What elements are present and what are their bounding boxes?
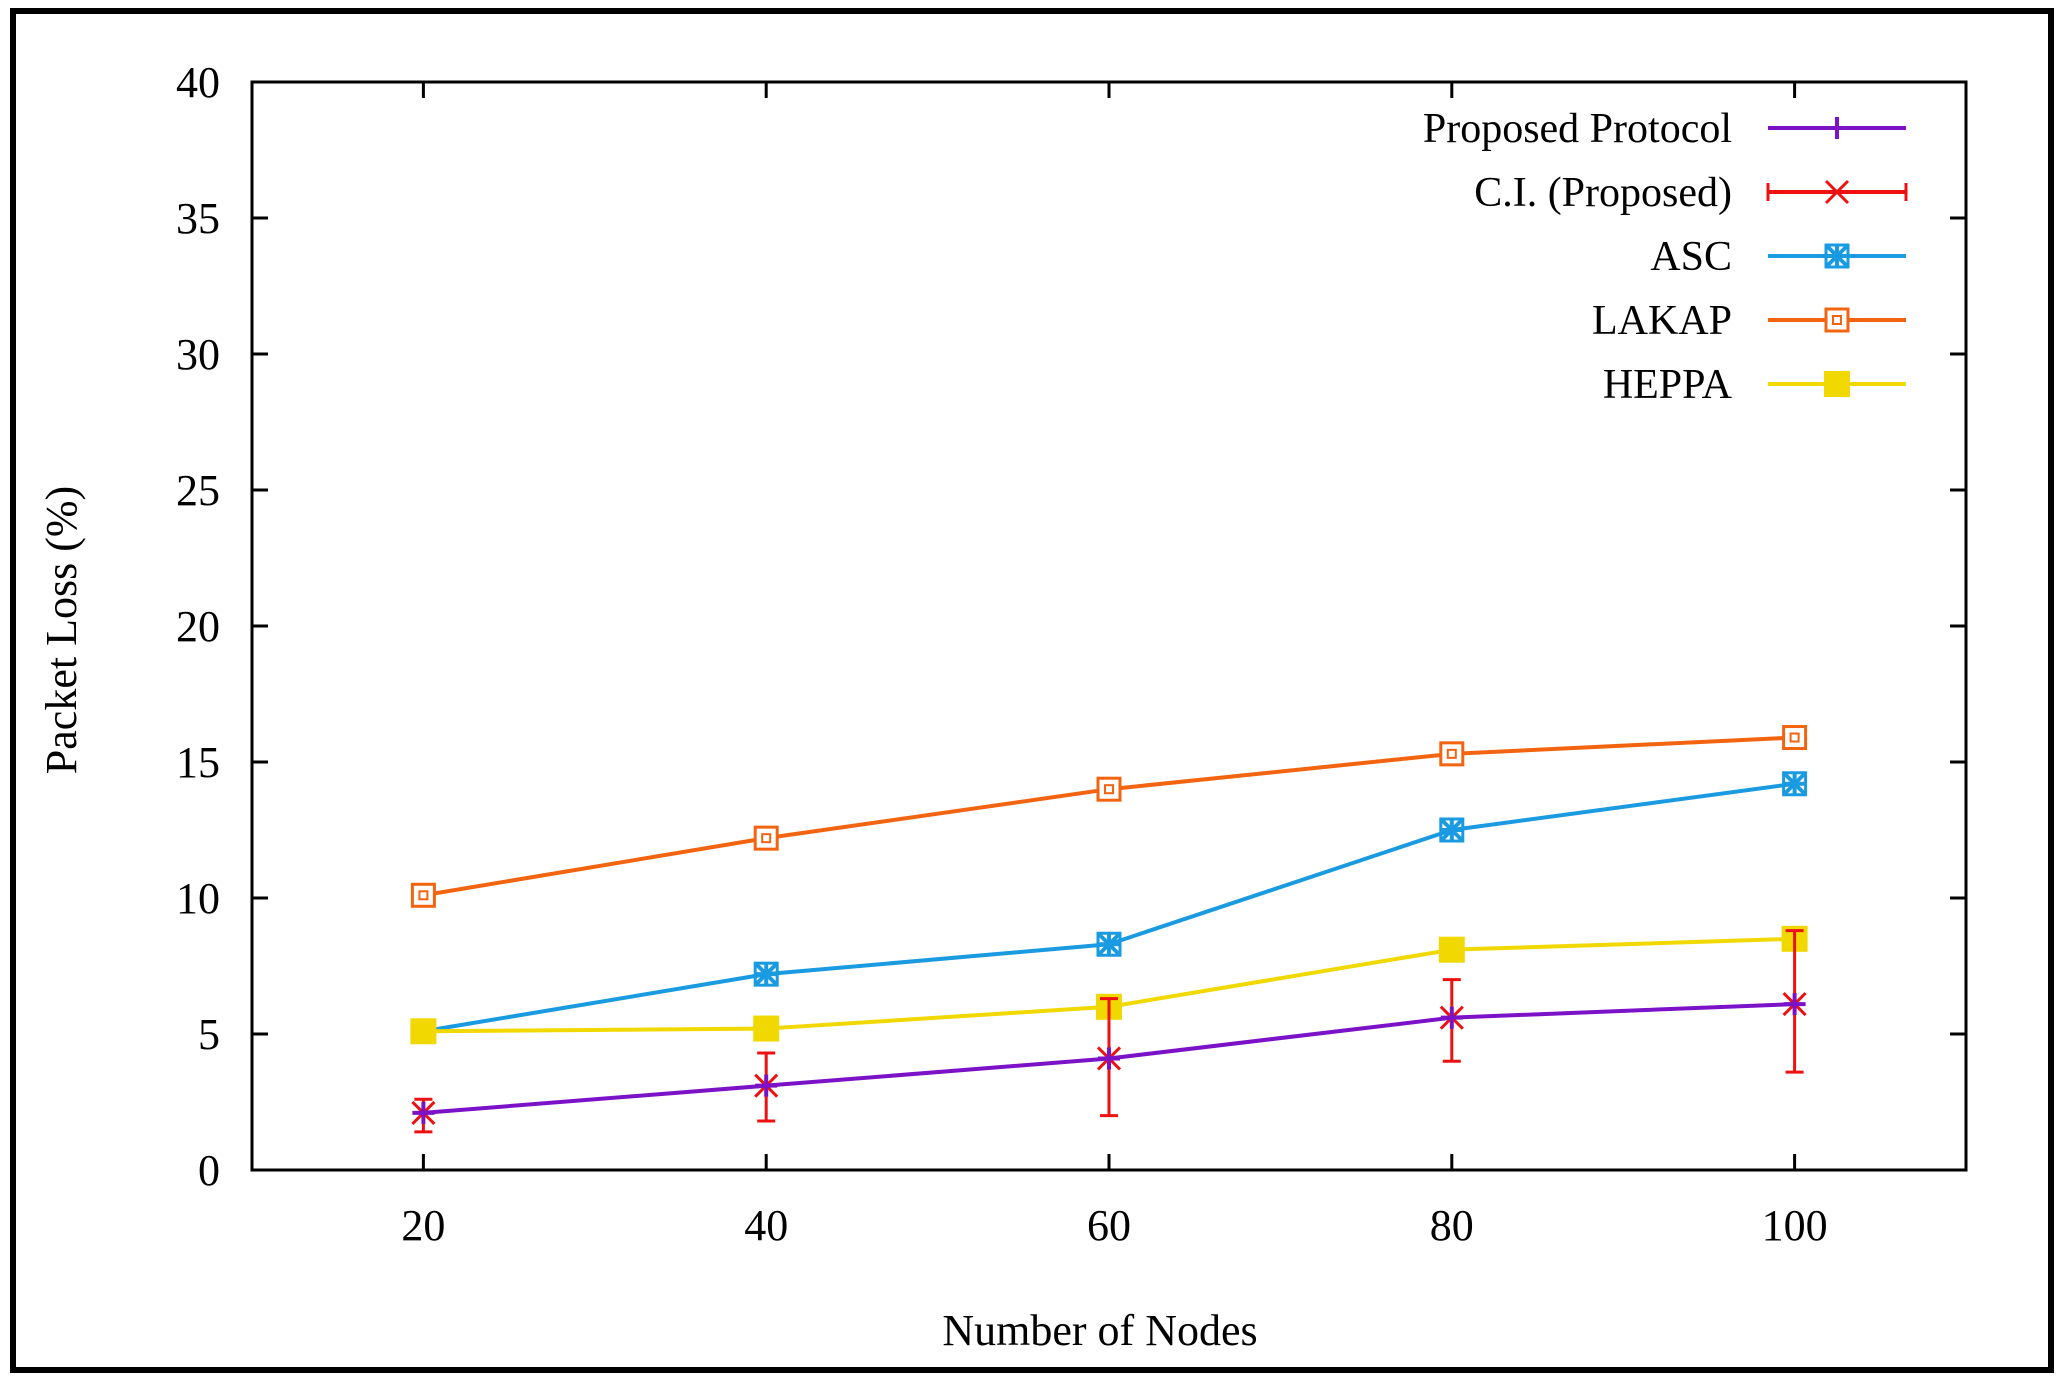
legend-marker: [1824, 243, 1850, 269]
y-tick-label: 20: [176, 602, 220, 651]
figure-frame: [10, 8, 2054, 1373]
y-tick-label: 15: [176, 738, 220, 787]
series-proposed-protocol: [412, 993, 1806, 1124]
x-tick-label: 20: [401, 1201, 445, 1250]
y-axis-title: Packet Loss (%): [37, 486, 86, 774]
data-point: [1439, 817, 1465, 843]
x-axis-title: Number of Nodes: [942, 1306, 1257, 1355]
data-point: [410, 1018, 437, 1045]
legend-marker: [1824, 307, 1850, 333]
legend-label: C.I. (Proposed): [1474, 170, 1732, 216]
legend-label: Proposed Protocol: [1423, 106, 1732, 152]
data-point: [1104, 784, 1114, 795]
data-point: [1789, 732, 1800, 743]
data-point: [410, 882, 436, 908]
y-tick-label: 25: [176, 466, 220, 515]
series-line: [423, 735, 1795, 898]
legend-label: ASC: [1650, 234, 1732, 280]
y-tick-label: 0: [198, 1146, 220, 1195]
data-point: [753, 1015, 780, 1042]
data-point: [1446, 748, 1457, 759]
legend: Proposed Protocol C.I. (Proposed) ASC LAKAP…: [1423, 106, 1908, 408]
data-point: [761, 833, 772, 844]
data-point: [1438, 936, 1465, 963]
x-tick-label: 80: [1430, 1201, 1474, 1250]
y-tick-label: 10: [176, 874, 220, 923]
data-point: [418, 890, 429, 901]
y-tick-label: 35: [176, 194, 220, 243]
series-lakap: [410, 725, 1808, 908]
legend-marker: [1824, 179, 1850, 205]
x-tick-label: 60: [1087, 1201, 1131, 1250]
legend-label: LAKAP: [1592, 298, 1732, 344]
y-tick-label: 30: [176, 330, 220, 379]
legend-marker: [1824, 371, 1850, 397]
data-point: [753, 825, 779, 851]
data-point: [1096, 931, 1122, 957]
data-point: [1096, 776, 1122, 802]
x-tick-label: 40: [744, 1201, 788, 1250]
series-layer: [410, 725, 1808, 1134]
x-tick-label: 100: [1762, 1201, 1828, 1250]
legend-marker: [1832, 315, 1842, 325]
data-point: [1782, 725, 1808, 751]
axes: 0 5 10 15 20 25 30 35 40 20 40 60 80 100: [176, 58, 1968, 1250]
y-tick-label: 5: [198, 1010, 220, 1059]
data-point: [753, 961, 779, 987]
data-point: [1439, 741, 1465, 767]
legend-label: HEPPA: [1603, 362, 1733, 408]
data-point: [1782, 771, 1808, 797]
y-tick-label: 40: [176, 58, 220, 107]
